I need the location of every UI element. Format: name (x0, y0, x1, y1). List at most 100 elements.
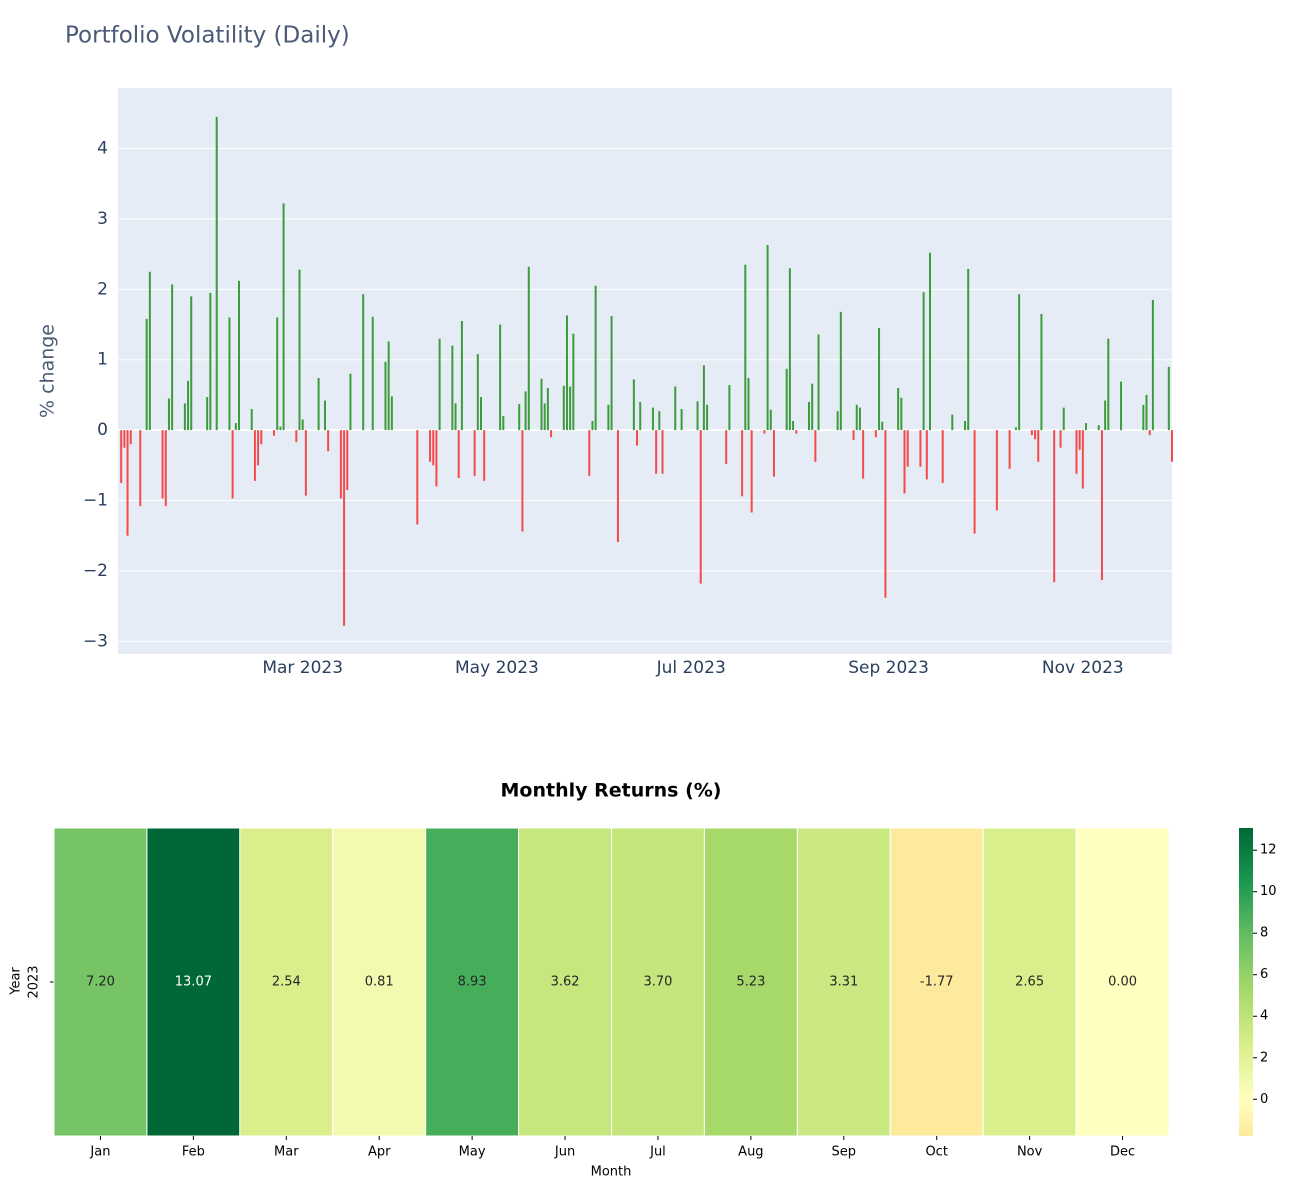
bar (327, 430, 330, 452)
bar (206, 397, 209, 431)
bar (460, 321, 463, 431)
bar (769, 409, 772, 431)
bar (1018, 294, 1021, 431)
bar (1008, 430, 1011, 469)
bar (416, 430, 419, 525)
bar (387, 341, 390, 431)
bar (301, 419, 304, 431)
x-tick-label: Feb (182, 1145, 205, 1160)
x-tick-label: Mar 2023 (262, 658, 343, 678)
bar (1081, 430, 1084, 489)
heatmap-cell (889, 827, 984, 1137)
bar (499, 324, 502, 431)
bar (123, 430, 126, 448)
cell-label: 0.00 (1108, 975, 1137, 990)
bar (728, 385, 731, 431)
bar (164, 430, 167, 507)
bar (171, 284, 174, 431)
cell-label: 0.81 (365, 975, 394, 990)
bar (550, 430, 553, 438)
bar (1104, 400, 1107, 431)
bar (897, 387, 900, 431)
bar (454, 403, 457, 431)
y-tick-label: 3 (97, 209, 108, 229)
bar (1167, 366, 1170, 431)
bar (502, 416, 505, 431)
bar (591, 420, 594, 431)
y-axis-title: Year (9, 967, 24, 996)
bar (1062, 407, 1065, 431)
bar (725, 430, 728, 464)
bar (1100, 430, 1103, 581)
y-tick-label: 1 (97, 350, 108, 370)
y-tick-label: 0 (97, 420, 108, 440)
bar (432, 430, 435, 466)
cell-label: 8.93 (458, 975, 487, 990)
bar (766, 244, 769, 431)
bar (811, 383, 814, 431)
colorbar-tick-label: 6 (1260, 967, 1268, 982)
bar (967, 268, 970, 431)
bar (451, 345, 454, 431)
bar (995, 430, 998, 511)
y-tick-label: 2 (97, 279, 108, 299)
bar (1142, 404, 1145, 431)
x-tick-label: May (459, 1145, 486, 1160)
bar (126, 430, 129, 536)
bar (941, 430, 944, 483)
bar (594, 285, 597, 431)
bar (215, 116, 218, 431)
cell-label: -1.77 (920, 975, 954, 990)
colorbar-tick-label: 8 (1260, 926, 1268, 941)
bar (343, 430, 346, 626)
bar (1034, 430, 1037, 440)
bar (120, 430, 123, 483)
bar (304, 430, 307, 496)
bar (190, 296, 193, 431)
bar (323, 400, 326, 431)
y-tick-label: 2023 (27, 965, 42, 998)
y-axis-title: % change (37, 324, 59, 418)
x-tick-label: May 2023 (455, 658, 539, 678)
colorbar-tick-label: 4 (1260, 1009, 1268, 1024)
bar (161, 430, 164, 499)
bar (1107, 338, 1110, 431)
bar (772, 430, 775, 477)
bar (639, 401, 642, 431)
bar (610, 316, 613, 431)
bar (253, 430, 256, 481)
bar (276, 317, 279, 431)
bar (636, 430, 639, 446)
bar (788, 268, 791, 431)
heatmap-cell (982, 827, 1077, 1137)
heatmap-cell (611, 827, 705, 1137)
x-tick-label: Mar (274, 1145, 299, 1160)
cell-label: 3.31 (829, 975, 858, 990)
y-tick-label: −2 (83, 561, 108, 581)
x-tick-label: Aug (738, 1145, 763, 1160)
heatmap-cell (518, 827, 612, 1137)
bar (674, 386, 677, 431)
bar (852, 430, 855, 440)
cell-label: 2.65 (1015, 975, 1044, 990)
bar (234, 423, 237, 431)
bar (925, 430, 928, 480)
bar (1075, 430, 1078, 474)
bar (543, 403, 546, 431)
bar (317, 378, 320, 431)
bar (279, 426, 282, 431)
bar (919, 430, 922, 467)
y-tick-label: −1 (83, 491, 108, 511)
bar (521, 430, 524, 532)
x-tick-label: Jan (89, 1145, 110, 1160)
y-tick-label: 4 (97, 139, 108, 159)
cell-label: 5.23 (736, 975, 765, 990)
bar (763, 430, 766, 434)
cell-label: 3.62 (551, 975, 580, 990)
bar (238, 280, 241, 431)
colorbar (1239, 828, 1253, 1136)
bar (906, 430, 909, 467)
bar (145, 318, 148, 431)
bar (651, 407, 654, 431)
bar (951, 414, 954, 431)
